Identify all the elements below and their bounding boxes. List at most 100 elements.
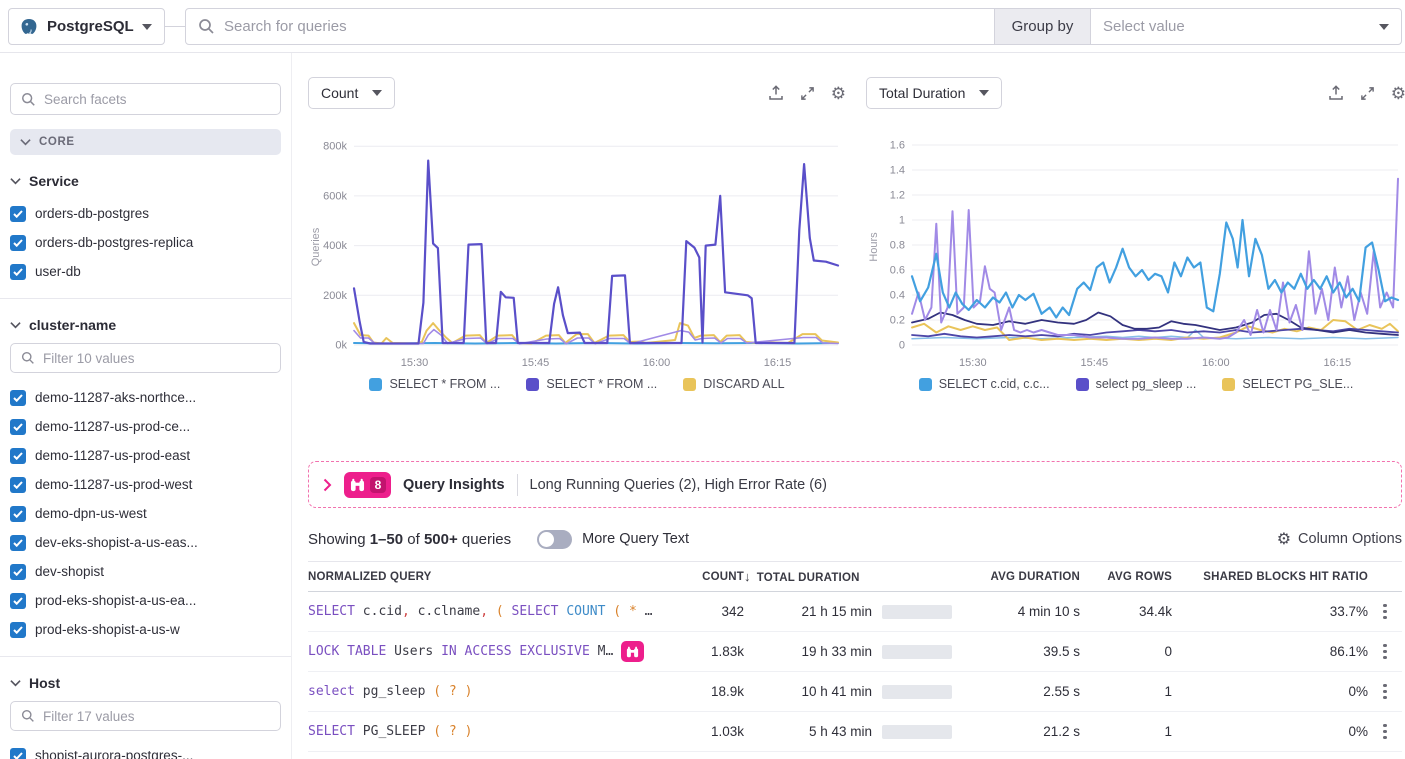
checkbox-checked[interactable]: [10, 447, 26, 464]
legend-item[interactable]: DISCARD ALL: [683, 377, 785, 391]
column-header[interactable]: SHARED BLOCKS HIT RATIO: [1203, 570, 1368, 583]
insight-row-badge[interactable]: [621, 641, 645, 662]
divider: [0, 298, 291, 299]
checkbox-checked[interactable]: [10, 534, 26, 551]
sort-desc-icon[interactable]: ↓: [744, 569, 751, 584]
insights-summary: Long Running Queries (2), High Error Rat…: [529, 476, 827, 493]
facet-section-title: cluster-name: [29, 317, 117, 333]
column-options-button[interactable]: ⚙ Column Options: [1277, 529, 1402, 549]
column-header[interactable]: AVG DURATION: [990, 570, 1080, 583]
checkbox-checked[interactable]: [10, 621, 26, 638]
table-row[interactable]: SELECT c.cid, c.clname, ( SELECT COUNT (…: [308, 592, 1402, 632]
facet-value-row[interactable]: prod-eks-shopist-a-us-ea...: [10, 586, 281, 615]
facet-section-header[interactable]: Service: [10, 173, 281, 189]
binoculars-icon: [627, 646, 639, 657]
table-row[interactable]: SELECT s. Id, s. Created_at, s. Expires_…: [308, 752, 1402, 759]
legend-item[interactable]: select pg_sleep ...: [1075, 377, 1197, 391]
facet-value-row[interactable]: prod-eks-shopist-a-us-w: [10, 615, 281, 644]
legend-item[interactable]: SELECT c.cid, c.c...: [918, 377, 1050, 391]
facet-value-row[interactable]: demo-11287-us-prod-ce...: [10, 412, 281, 441]
facet-section-header[interactable]: cluster-name: [10, 317, 281, 333]
column-header[interactable]: ↓ TOTAL DURATION: [744, 569, 860, 584]
facet-value-row[interactable]: orders-db-postgres: [10, 199, 281, 228]
facet-value-row[interactable]: demo-dpn-us-west: [10, 499, 281, 528]
table-row[interactable]: LOCK TABLE Users IN ACCESS EXCLUSIVE M… …: [308, 632, 1402, 672]
core-group-header[interactable]: CORE: [10, 129, 281, 155]
facet-value-row[interactable]: demo-11287-us-prod-east: [10, 441, 281, 470]
normalized-query-cell[interactable]: SELECT c.cid, c.clname, ( SELECT COUNT (…: [308, 604, 653, 619]
binoculars-icon: [350, 478, 365, 491]
legend-label: select pg_sleep ...: [1095, 377, 1197, 391]
legend-item[interactable]: SELECT * FROM ...: [526, 377, 657, 391]
normalized-query-cell[interactable]: LOCK TABLE Users IN ACCESS EXCLUSIVE M…: [308, 641, 682, 662]
checkbox-checked[interactable]: [10, 476, 26, 493]
facet-value-row[interactable]: orders-db-postgres-replica: [10, 228, 281, 257]
count-metric-select[interactable]: Count: [308, 77, 396, 109]
row-menu-button[interactable]: [1368, 680, 1402, 704]
svg-text:1: 1: [899, 215, 905, 227]
table-row[interactable]: SELECT PG_SLEEP ( ? ) 1.03k 5 h 43 min 2…: [308, 712, 1402, 752]
facet-value-row[interactable]: dev-eks-shopist-a-us-eas...: [10, 528, 281, 557]
legend-item[interactable]: SELECT PG_SLE...: [1222, 377, 1353, 391]
gear-icon[interactable]: ⚙: [1390, 83, 1405, 103]
checkbox-checked[interactable]: [10, 205, 26, 222]
total-duration-cell: 19 h 33 min: [744, 644, 952, 659]
legend-item[interactable]: SELECT * FROM ...: [369, 377, 500, 391]
facet-value-row[interactable]: demo-11287-aks-northce...: [10, 383, 281, 412]
export-icon[interactable]: [1328, 85, 1344, 101]
row-menu-button[interactable]: [1368, 600, 1402, 624]
normalized-query-cell[interactable]: SELECT PG_SLEEP ( ? ): [308, 724, 473, 739]
duration-chart[interactable]: 0 0.2 0.4 0.6 0.8 1 1.2 1.4 1.6 15:30 15:45 16:00 16…: [866, 121, 1405, 373]
chevron-down-icon: [1379, 23, 1389, 30]
facet-value-row[interactable]: demo-11287-us-prod-west: [10, 470, 281, 499]
facet-filter-placeholder: Filter 10 values: [43, 350, 135, 366]
checkbox-checked[interactable]: [10, 592, 26, 609]
count-chart[interactable]: 0k 200k 400k 600k 800k 15:30 15:45 16:00 16:15 Qu…: [308, 121, 846, 373]
checkbox-checked[interactable]: [10, 563, 26, 580]
facet-filter-input[interactable]: Filter 10 values: [10, 343, 281, 373]
avg-rows-cell: 1: [1164, 684, 1172, 699]
group-by-select[interactable]: Select value: [1091, 8, 1402, 45]
row-menu-button[interactable]: [1368, 720, 1402, 744]
checkbox-checked[interactable]: [10, 389, 26, 406]
facet-value-label: demo-11287-us-prod-ce...: [35, 419, 191, 434]
legend-label: SELECT PG_SLE...: [1242, 377, 1354, 391]
facet-section-header[interactable]: Host: [10, 675, 281, 691]
query-insights-banner[interactable]: 8 Query Insights Long Running Queries (2…: [308, 461, 1402, 508]
checkbox-checked[interactable]: [10, 418, 26, 435]
fullscreen-icon[interactable]: [800, 86, 815, 101]
facet-value-label: orders-db-postgres-replica: [35, 235, 194, 250]
facet-section-host: Host Filter 17 values shopist-aurora-pos…: [0, 675, 291, 759]
facet-filter-input[interactable]: Filter 17 values: [10, 701, 281, 731]
svg-text:15:30: 15:30: [401, 357, 429, 369]
facet-section-title: Host: [29, 675, 61, 691]
export-icon[interactable]: [768, 85, 784, 101]
facet-section-cluster-name: cluster-name Filter 10 values demo-11287…: [0, 317, 291, 644]
more-query-text-toggle[interactable]: [537, 529, 573, 549]
gear-icon[interactable]: ⚙: [830, 83, 846, 103]
query-search-input[interactable]: Search for queries: [185, 8, 995, 45]
checkbox-checked[interactable]: [10, 505, 26, 522]
facet-search-input[interactable]: Search facets: [10, 83, 281, 115]
facet-value-row[interactable]: shopist-aurora-postgres-...: [10, 741, 281, 759]
column-header[interactable]: COUNT: [702, 570, 744, 583]
checkbox-checked[interactable]: [10, 234, 26, 251]
svg-text:0: 0: [899, 340, 905, 352]
svg-text:16:15: 16:15: [1324, 357, 1352, 369]
row-menu-button[interactable]: [1368, 640, 1402, 664]
product-selector[interactable]: PostgreSQL: [8, 8, 165, 45]
facet-value-row[interactable]: user-db: [10, 257, 281, 286]
column-header[interactable]: AVG ROWS: [1107, 570, 1172, 583]
chevron-right-icon[interactable]: [323, 478, 332, 492]
normalized-query-cell[interactable]: select pg_sleep ( ? ): [308, 684, 473, 699]
column-header[interactable]: NORMALIZED QUERY: [308, 570, 432, 583]
duration-metric-select[interactable]: Total Duration: [866, 77, 1003, 109]
checkbox-checked[interactable]: [10, 263, 26, 280]
svg-text:1.4: 1.4: [890, 165, 905, 177]
table-row[interactable]: select pg_sleep ( ? ) 18.9k 10 h 41 min …: [308, 672, 1402, 712]
svg-text:800k: 800k: [323, 141, 347, 153]
checkbox-checked[interactable]: [10, 747, 26, 759]
fullscreen-icon[interactable]: [1360, 86, 1375, 101]
facet-value-row[interactable]: dev-shopist: [10, 557, 281, 586]
chevron-down-icon: [10, 322, 21, 329]
